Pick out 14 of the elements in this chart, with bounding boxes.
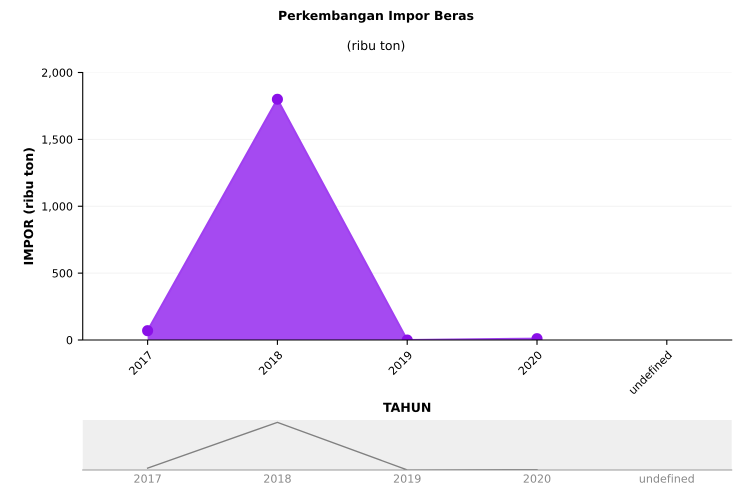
y-tick-label: 1,500 [42, 135, 72, 145]
x-tick-label: undefined [640, 474, 694, 483]
x-axis-title: TAHUN [383, 402, 430, 412]
x-tick-label: 2020 [524, 474, 550, 483]
y-tick-label: 500 [52, 269, 72, 278]
x-tick-label: 2017 [134, 474, 161, 483]
chart-title: Perkembangan Impor Beras [279, 10, 474, 23]
x-tick-label: 2019 [394, 474, 421, 483]
y-tick-label: 0 [66, 336, 72, 344]
y-axis-title: IMPOR (ribu ton) [24, 148, 35, 264]
chart-subtitle: (ribu ton) [348, 40, 404, 52]
x-tick-label: 2018 [264, 474, 291, 483]
y-tick-label: 1,000 [42, 202, 72, 212]
y-tick-label: 2,000 [42, 68, 72, 78]
